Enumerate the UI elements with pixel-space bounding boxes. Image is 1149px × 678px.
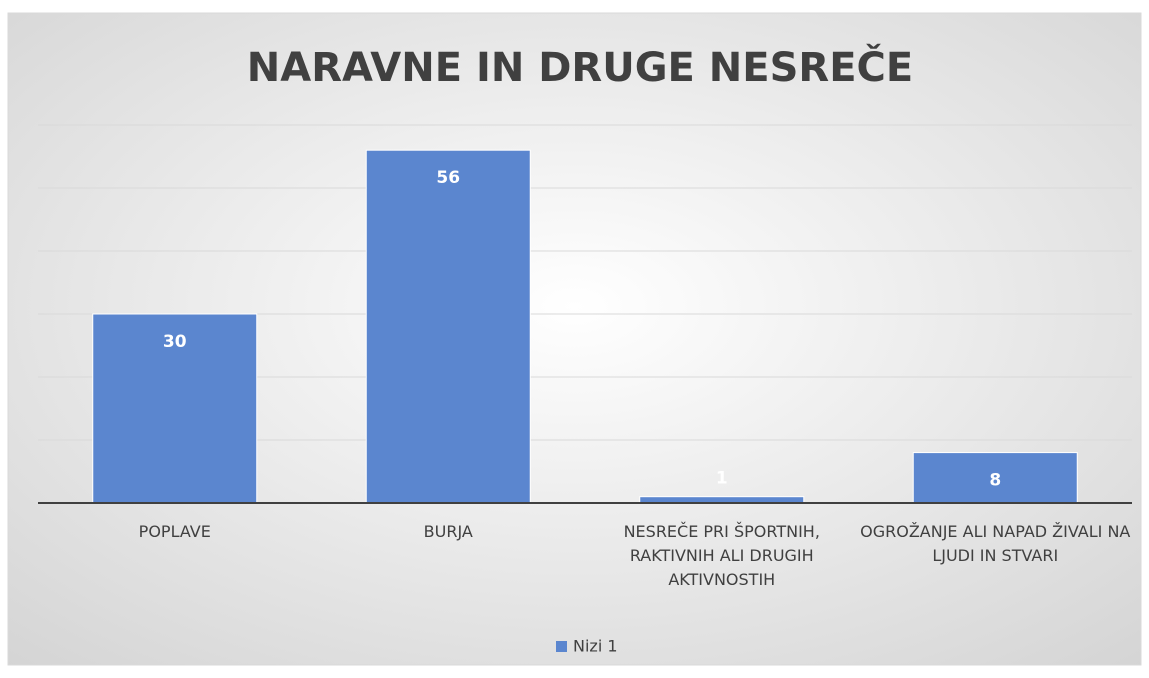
x-tick-label: NESREČE PRI ŠPORTNIH, RAKTIVNIH ALI DRUG… bbox=[623, 522, 820, 589]
legend-swatch bbox=[556, 641, 567, 652]
legend-label: Nizi 1 bbox=[573, 637, 618, 656]
bar bbox=[365, 149, 531, 504]
x-tick-label-box: NESREČE PRI ŠPORTNIH, RAKTIVNIH ALI DRUG… bbox=[623, 522, 820, 589]
bar bbox=[92, 313, 258, 504]
x-tick-label-box: OGROŽANJE ALI NAPAD ŽIVALI NA LJUDI IN S… bbox=[860, 522, 1131, 565]
data-label: 8 bbox=[989, 471, 1001, 491]
x-tick-label: OGROŽANJE ALI NAPAD ŽIVALI NA LJUDI IN S… bbox=[860, 522, 1131, 565]
chart-title: NARAVNE IN DRUGE NESREČE bbox=[247, 43, 913, 91]
x-tick-label-box: BURJA bbox=[423, 522, 473, 541]
x-tick-label: POPLAVE bbox=[138, 522, 211, 541]
x-tick-label: BURJA bbox=[423, 522, 473, 541]
data-label: 1 bbox=[716, 469, 728, 489]
data-label: 30 bbox=[163, 332, 187, 352]
bar bbox=[912, 452, 1078, 504]
data-label: 56 bbox=[436, 168, 460, 188]
x-tick-label-box: POPLAVE bbox=[138, 522, 211, 541]
